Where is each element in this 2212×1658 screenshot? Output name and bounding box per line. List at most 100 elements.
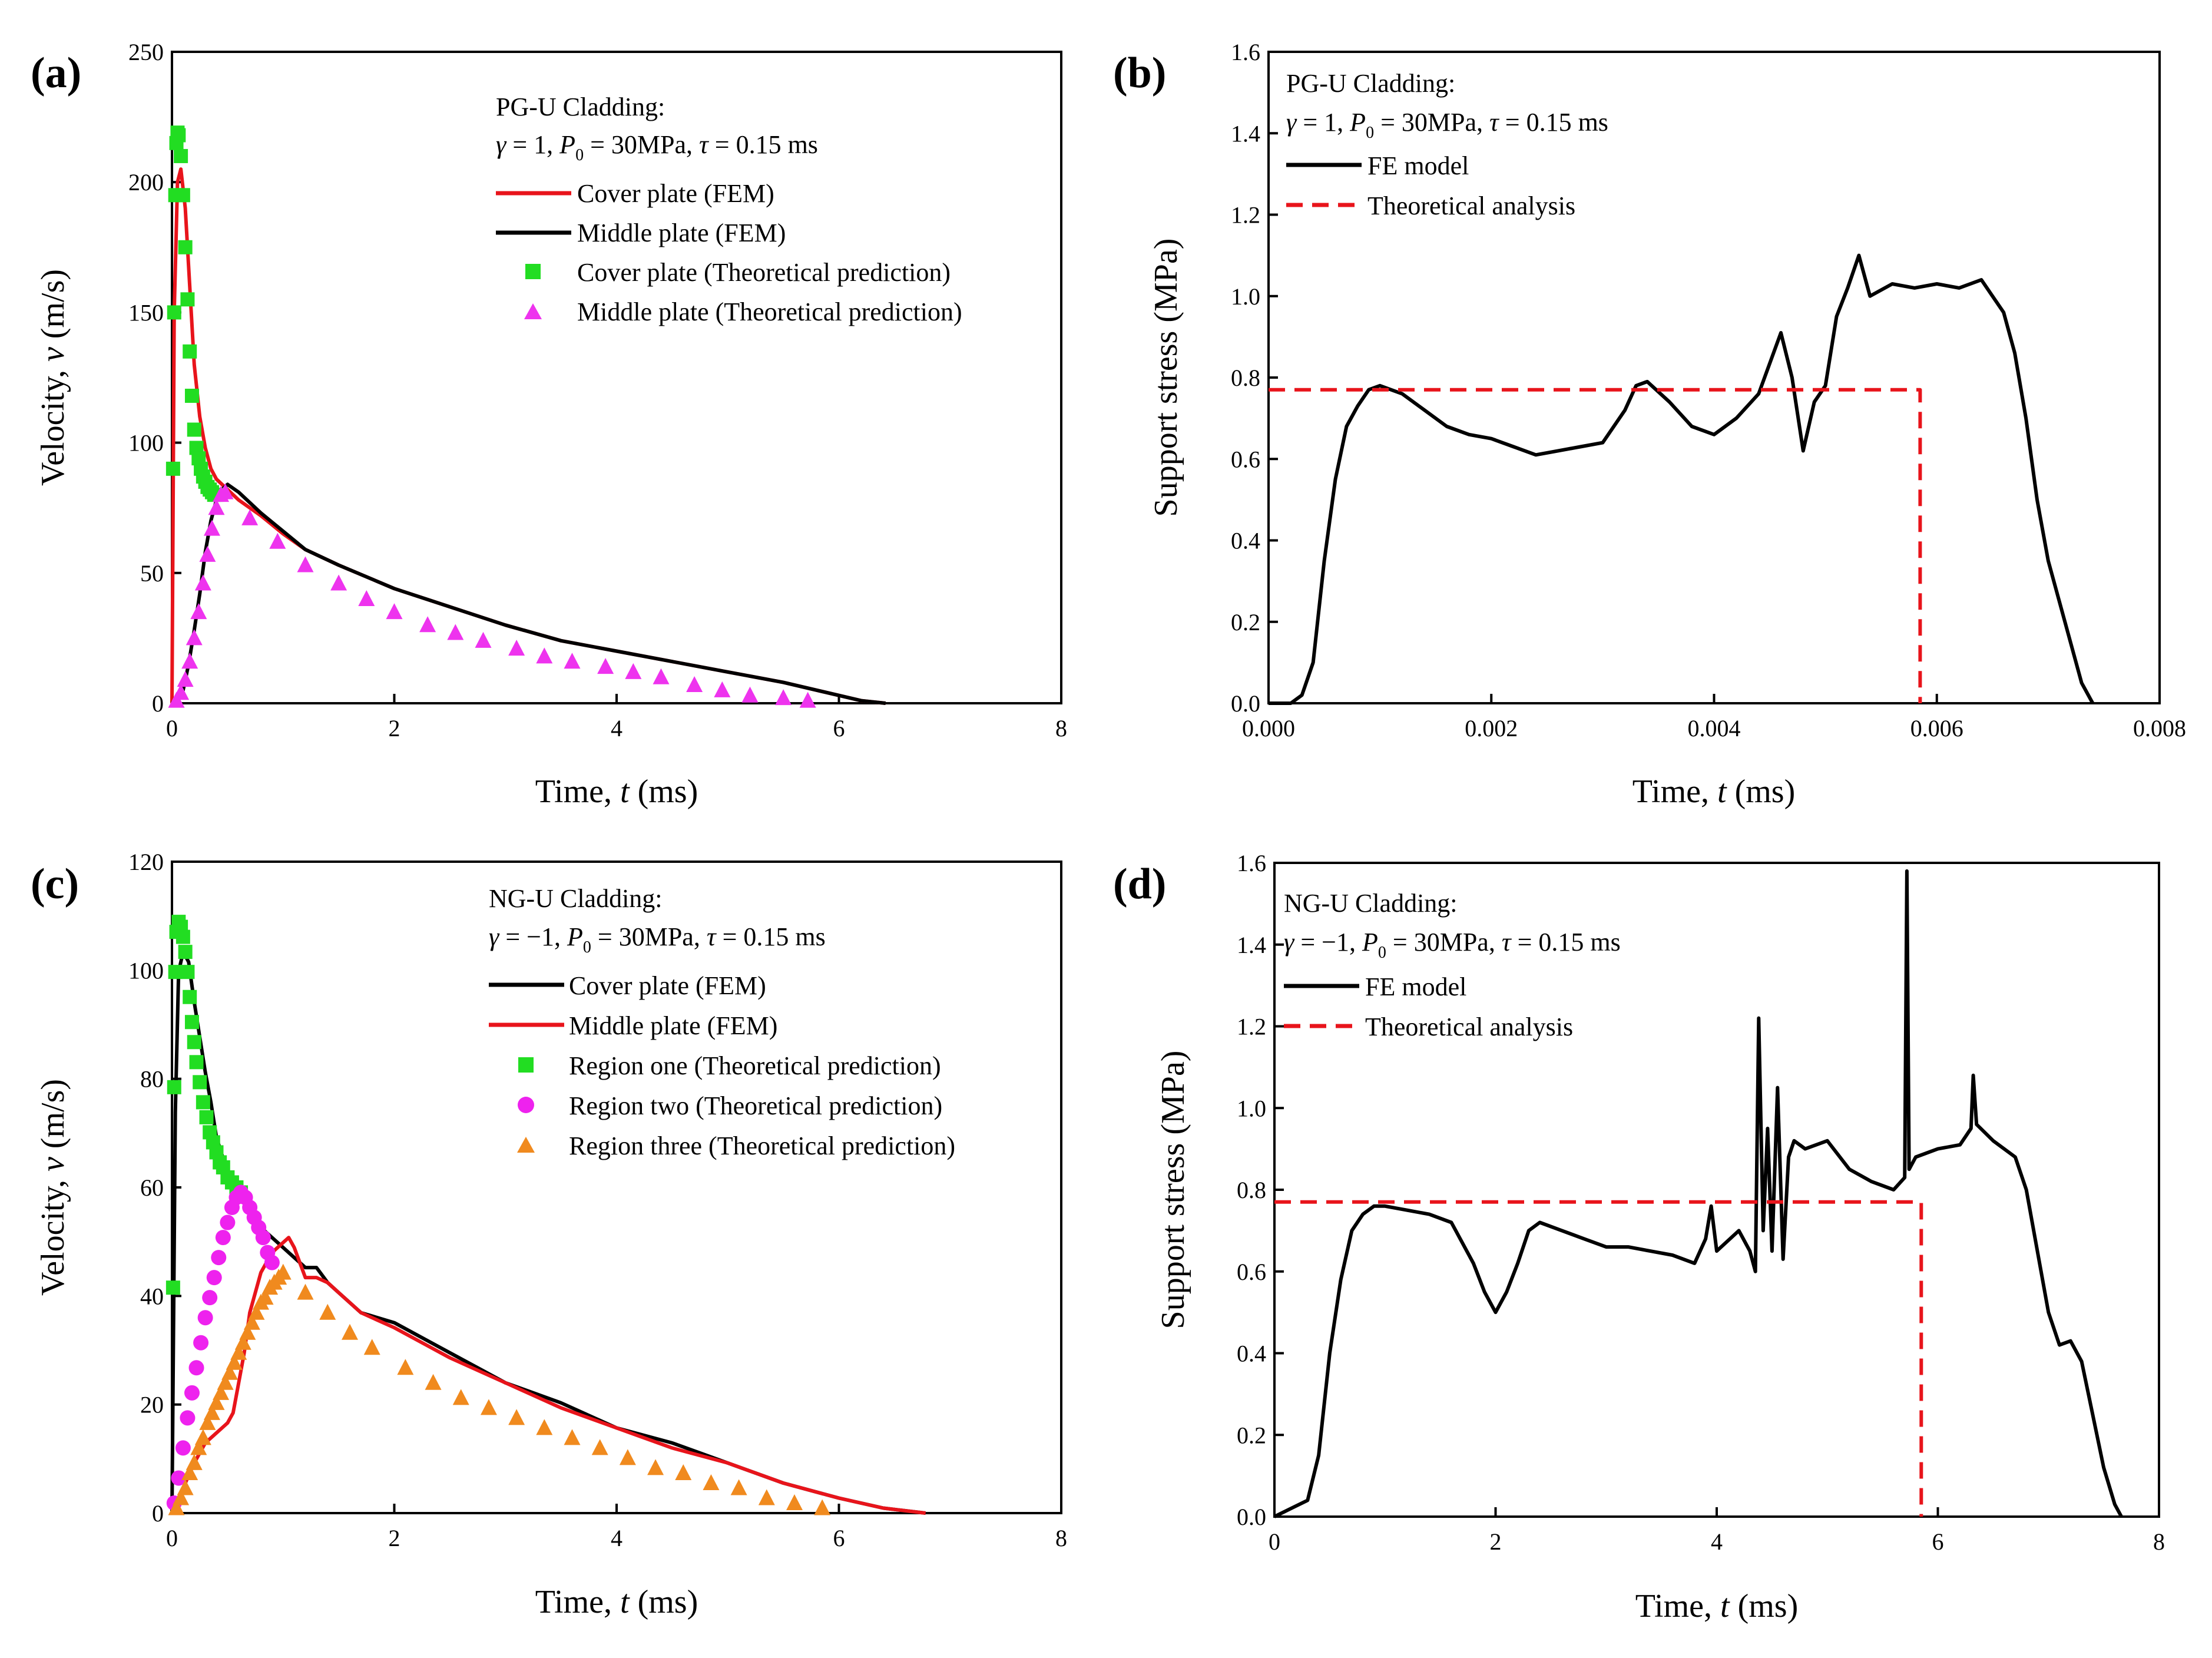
legend-title: PG-U Cladding: [1286,69,1455,98]
y-tick-label: 0.2 [1237,1422,1266,1448]
data-point [625,663,642,679]
panel-d: (d) 0 2 4 6 8 0.0 0.2 0.4 0.6 0.8 1.0 1.2 1.4 1.6 Ti… [1113,850,2165,1624]
data-point [188,1360,204,1376]
data-point [226,1353,243,1370]
y-tick-label: 40 [140,1283,164,1309]
data-point [203,1404,220,1420]
series-layer [1269,253,2095,705]
data-point [230,1343,247,1360]
data-point [758,1489,775,1505]
data-point [175,929,190,944]
data-point [168,965,183,979]
data-point [208,499,225,515]
data-point [186,1454,203,1470]
series-cover-plate-fem [170,950,926,1515]
series-middle-plate-fem [170,1236,926,1515]
series-region-one-theoretical-prediction [165,915,249,1295]
legend-subtitle: γ = −1, P0 = 30MPa, τ = 0.15 ms [489,922,826,957]
y-tick-label: 0 [152,690,164,717]
data-point [686,676,703,693]
data-point [730,1479,747,1495]
data-point [217,1374,234,1390]
x-tick-label: 0 [166,715,178,742]
data-point [180,1410,196,1426]
data-point [178,945,193,959]
x-tick-label: 0.000 [1242,715,1295,742]
data-point [564,1429,581,1445]
x-tick-label: 6 [833,715,845,742]
series-theoretical-analysis [1269,388,1922,703]
data-point [167,305,181,320]
y-tick-label: 1.0 [1231,283,1260,310]
y-tick-label: 120 [128,849,164,875]
y-tick-label: 50 [140,560,164,587]
data-point [419,616,436,633]
data-point [181,1464,198,1480]
y-tick-label: 200 [128,169,164,196]
data-point [269,532,286,549]
x-axis: 0 2 4 6 8 [166,1504,1067,1551]
x-tick-label: 4 [611,715,622,742]
data-point [447,624,464,640]
data-point [189,1055,204,1070]
data-point [653,668,670,684]
x-tick-label: 2 [389,1525,400,1551]
data-point [213,1384,230,1400]
y-tick-label: 150 [128,299,164,326]
data-point [814,1499,831,1515]
data-point [221,1364,239,1380]
panel-label: (b) [1113,49,1166,97]
x-tick-label: 0 [1269,1528,1280,1555]
x-tick-label: 0 [166,1525,178,1551]
data-point [174,148,188,163]
data-point [203,519,220,536]
data-point [187,422,201,437]
series-region-two-theoretical-prediction [166,1184,280,1511]
data-point [619,1449,636,1465]
series-middle-plate-theoretical-prediction [168,483,816,708]
y-tick-label: 0.0 [1231,690,1260,717]
panel-c: (c) 0 2 4 6 8 0 20 40 60 80 100 120 Time, t (ms) V… [31,849,1067,1620]
data-point [177,1479,194,1495]
data-point [647,1459,664,1475]
data-point [193,1075,207,1090]
legend-entry-region-two: Region two (Theoretical prediction) [569,1091,942,1120]
legend-title: PG-U Cladding: [496,92,665,121]
data-point [597,658,614,674]
data-point [536,1419,553,1435]
data-point [199,1414,216,1430]
series-cover-plate-fem [170,167,886,705]
plot-frame [171,861,1062,1514]
data-point [202,1290,218,1306]
legend-title: NG-U Cladding: [1284,889,1458,918]
data-point [190,1439,207,1455]
x-axis-label: Time, t (ms) [1635,1588,1798,1624]
data-point [297,556,314,572]
y-tick-label: 0.8 [1237,1177,1266,1203]
x-tick-label: 0.006 [1910,715,1963,742]
legend-entry-theoretical: Theoretical analysis [1367,191,1575,220]
legend-swatch-region-three [517,1137,535,1153]
legend-entry-region-three: Region three (Theoretical prediction) [569,1131,955,1160]
data-point [190,603,207,620]
series-theoretical-analysis [1274,1200,1923,1517]
legend-entry-middle-plate-fem: Middle plate (FEM) [577,219,786,247]
data-point [564,653,581,669]
series-region-three-theoretical-prediction [168,1263,831,1515]
x-tick-label: 4 [1711,1528,1723,1555]
data-point [173,684,190,700]
x-axis-label: Time, t (ms) [535,1584,698,1620]
legend: NG-U Cladding: γ = −1, P0 = 30MPa, τ = 0… [489,884,955,1160]
legend-subtitle: γ = 1, P0 = 30MPa, τ = 0.15 ms [496,130,818,164]
series-middle-plate-fem [170,482,886,705]
data-point [175,188,190,203]
y-axis: 0.0 0.2 0.4 0.6 0.8 1.0 1.2 1.4 1.6 [1237,850,1284,1530]
y-tick-label: 20 [140,1392,164,1418]
y-axis: 0 50 100 150 200 250 [128,39,181,717]
panel-b: (b) 0.000 0.002 0.004 0.006 0.008 0.00.20.40… [1113,39,2186,810]
data-point [342,1323,358,1340]
legend: NG-U Cladding: γ = −1, P0 = 30MPa, τ = 0… [1284,889,1621,1041]
legend-entry-theoretical: Theoretical analysis [1365,1012,1573,1041]
x-axis: 0.000 0.002 0.004 0.006 0.008 [1242,694,2186,742]
